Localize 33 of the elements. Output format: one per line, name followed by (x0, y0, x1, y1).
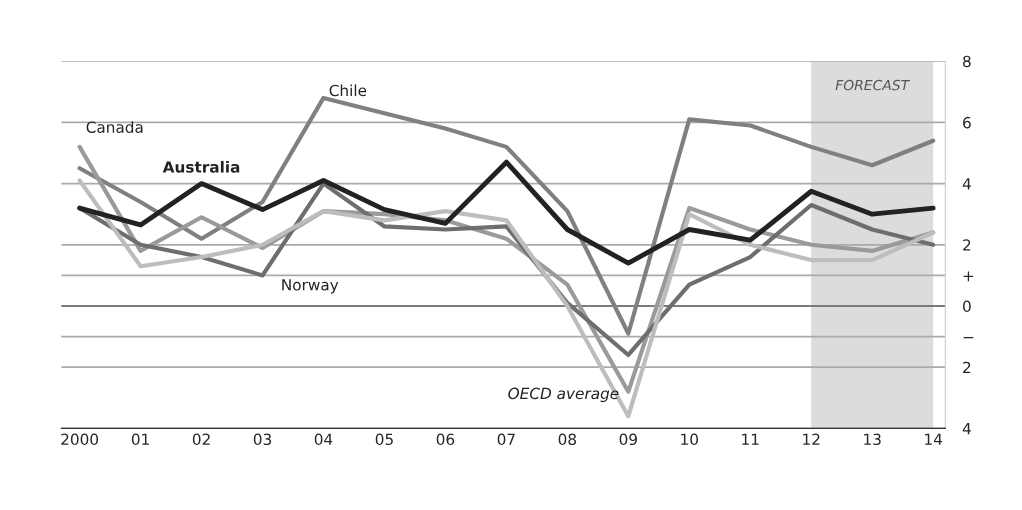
line-series (77, 178, 936, 419)
x-tick-label: 2000 (61, 433, 99, 446)
x-tick-label: 03 (253, 433, 272, 446)
x-tick-label: 10 (681, 433, 698, 446)
y-tick-label: 0 (963, 300, 971, 313)
x-tick-label: 01 (131, 433, 149, 446)
y-tick-label: 2 (963, 239, 971, 251)
band-label: FORECAST (835, 79, 911, 91)
series-label: Norway (282, 279, 339, 294)
series-label: Australia (162, 160, 240, 173)
x-tick-label: 09 (619, 433, 637, 446)
x-tick-label: 11 (742, 433, 759, 445)
line-series (77, 159, 936, 266)
y-tick-label: 8 (963, 55, 971, 68)
x-tick-label: 14 (925, 433, 943, 445)
y-tick-label: + (963, 271, 974, 282)
x-tick-label: 07 (497, 433, 515, 446)
series-label: OECD average (508, 387, 619, 403)
y-tick-label: − (963, 336, 974, 339)
y-tick-label: 4 (962, 423, 971, 435)
series-label: Chile (329, 84, 367, 97)
x-tick-label: 02 (192, 433, 210, 446)
x-tick-label: 04 (314, 433, 333, 446)
x-tick-label: 06 (436, 433, 455, 446)
series-label: Canada (86, 121, 143, 133)
y-tick-label: 2 (963, 361, 971, 373)
x-tick-label: 08 (558, 433, 577, 446)
y-tick-label: 6 (963, 116, 971, 129)
line-series (77, 95, 936, 336)
x-tick-label: 13 (864, 433, 881, 446)
x-tick-label: 12 (803, 433, 820, 445)
x-tick-label: 05 (375, 433, 393, 446)
y-tick-label: 4 (962, 178, 971, 190)
